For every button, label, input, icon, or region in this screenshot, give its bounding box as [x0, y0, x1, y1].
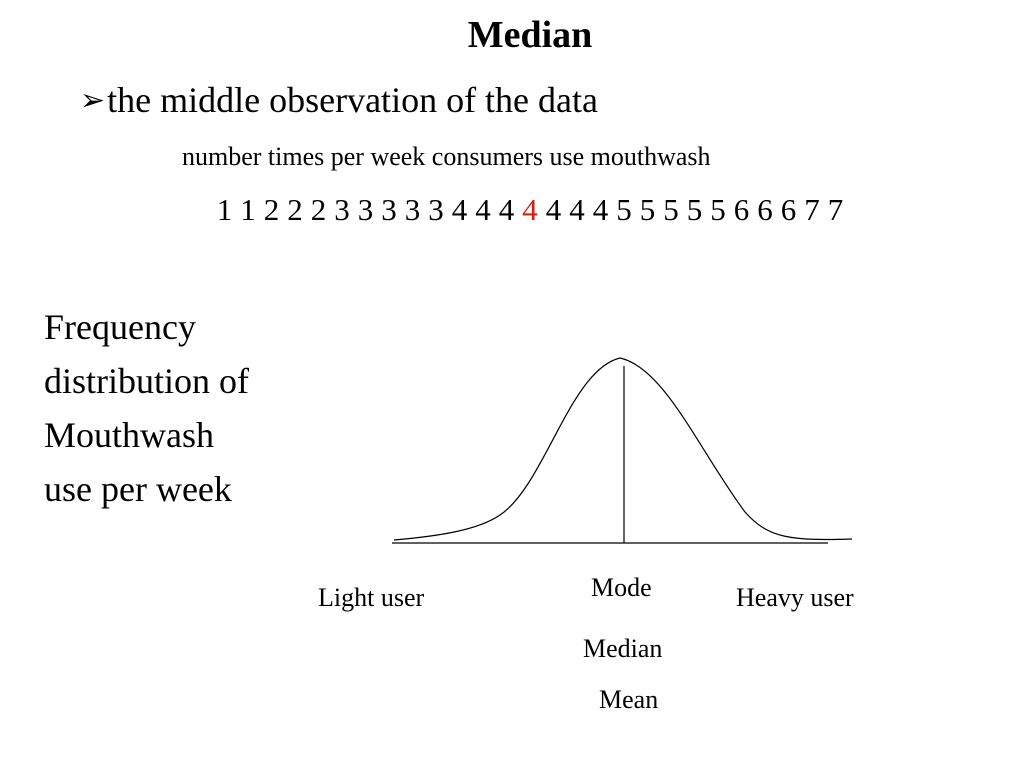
data-caption: number times per week consumers use mout…: [182, 142, 711, 171]
light-user-label: Light user: [318, 583, 425, 612]
data-value: 3: [428, 192, 444, 227]
data-value: 5: [710, 192, 726, 227]
arrow-bullet-icon: ➢: [80, 84, 106, 117]
description-line: use per week: [44, 469, 232, 509]
median-value: 4: [522, 192, 538, 227]
data-value: 4: [451, 192, 468, 227]
data-value: 2: [287, 192, 303, 227]
data-value: 2: [263, 192, 280, 227]
bell-curve: [393, 357, 853, 541]
median-label: Median: [583, 634, 663, 663]
frequency-distribution-label: Frequency distribution of Mouthwash use …: [44, 300, 324, 516]
data-value: 6: [757, 192, 773, 227]
data-value: 1: [240, 192, 256, 227]
data-value: 7: [804, 192, 820, 227]
data-value: 5: [686, 192, 703, 227]
bullet-text: the middle observation of the data: [107, 80, 598, 120]
heavy-user-label: Heavy user: [736, 583, 854, 612]
data-value: 7: [827, 192, 844, 227]
data-value: 2: [310, 192, 327, 227]
description-line: distribution of: [44, 361, 249, 401]
data-value: 5: [616, 192, 632, 227]
data-value: 4: [545, 192, 562, 227]
data-value: 3: [404, 192, 421, 227]
bullet-point: ➢the middle observation of the data: [80, 78, 598, 123]
data-value: 3: [334, 192, 350, 227]
data-value: 4: [498, 192, 515, 227]
data-value: 4: [569, 192, 585, 227]
data-value: 5: [639, 192, 656, 227]
data-value: 3: [381, 192, 397, 227]
data-value: 1: [216, 192, 233, 227]
data-value: 4: [475, 192, 491, 227]
slide-title: Median: [467, 14, 593, 56]
description-line: Mouthwash: [44, 415, 214, 455]
mode-label: Mode: [591, 573, 652, 602]
description-line: Frequency: [44, 307, 196, 347]
data-value: 6: [780, 192, 797, 227]
data-value: 5: [663, 192, 679, 227]
data-value: 4: [592, 192, 609, 227]
data-value: 6: [733, 192, 750, 227]
mean-label: Mean: [599, 685, 659, 714]
data-value: 3: [357, 192, 374, 227]
